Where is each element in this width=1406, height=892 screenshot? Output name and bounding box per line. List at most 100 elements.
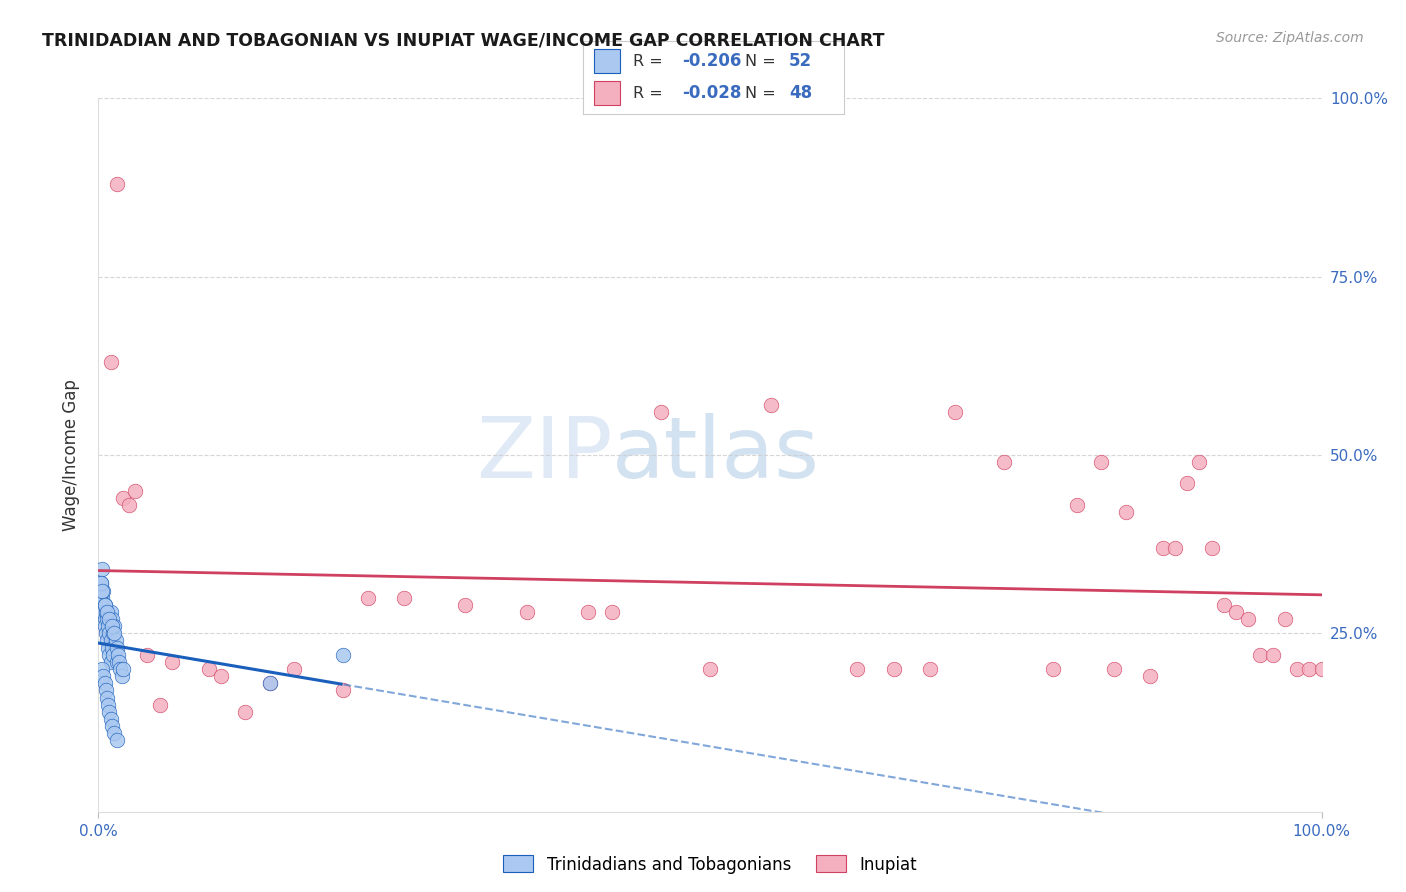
Point [111, 662, 134, 676]
Point [699, 662, 721, 676]
Text: N =: N = [745, 86, 780, 101]
Point [209, 669, 232, 683]
Point [356, 591, 378, 605]
Point [124, 483, 146, 498]
FancyBboxPatch shape [593, 49, 620, 73]
Y-axis label: Wage/Income Gap: Wage/Income Gap [62, 379, 80, 531]
Point [160, 655, 183, 669]
Text: ZIP: ZIP [475, 413, 612, 497]
Point [101, 640, 124, 655]
Point [91, 583, 114, 598]
Point [101, 648, 124, 662]
Point [1139, 669, 1161, 683]
Point [98, 648, 121, 662]
Point [93, 619, 115, 633]
Point [1298, 662, 1320, 676]
FancyBboxPatch shape [593, 81, 620, 105]
Point [110, 662, 132, 676]
Point [1115, 505, 1137, 519]
Point [93, 598, 115, 612]
Point [98, 626, 121, 640]
Point [105, 733, 128, 747]
Point [1042, 662, 1064, 676]
Point [96, 633, 118, 648]
Point [104, 633, 127, 648]
Point [105, 640, 128, 655]
Point [332, 648, 354, 662]
Point [1250, 648, 1272, 662]
Point [454, 598, 477, 612]
Point [100, 712, 122, 726]
Point [98, 612, 121, 626]
Text: -0.206: -0.206 [682, 52, 742, 70]
Point [97, 619, 120, 633]
Point [1066, 498, 1088, 512]
Point [103, 619, 125, 633]
Text: atlas: atlas [612, 413, 820, 497]
Point [197, 662, 219, 676]
Point [1152, 541, 1174, 555]
Point [101, 719, 124, 733]
Point [103, 626, 125, 640]
Point [111, 491, 134, 505]
Point [943, 405, 966, 419]
Point [1310, 662, 1333, 676]
Point [576, 605, 599, 619]
Point [91, 605, 114, 619]
Point [920, 662, 942, 676]
Text: 52: 52 [789, 52, 813, 70]
Point [1274, 612, 1296, 626]
Point [1261, 648, 1284, 662]
Point [118, 498, 141, 512]
Point [111, 669, 134, 683]
Point [332, 683, 354, 698]
Point [91, 562, 114, 576]
Point [93, 598, 115, 612]
Point [1188, 455, 1211, 469]
Point [103, 726, 125, 740]
Text: 48: 48 [789, 85, 813, 103]
Point [883, 662, 905, 676]
Point [650, 405, 672, 419]
Point [233, 705, 256, 719]
Point [94, 626, 117, 640]
Text: -0.028: -0.028 [682, 85, 742, 103]
Point [100, 605, 122, 619]
Point [93, 612, 115, 626]
Point [90, 576, 112, 591]
Point [93, 676, 115, 690]
Point [96, 605, 118, 619]
Point [105, 177, 128, 191]
Point [259, 676, 281, 690]
Point [90, 576, 112, 591]
Point [91, 662, 114, 676]
Legend: Trinidadians and Tobagonians, Inupiat: Trinidadians and Tobagonians, Inupiat [495, 847, 925, 882]
Point [1090, 455, 1112, 469]
Point [107, 648, 129, 662]
Point [91, 669, 114, 683]
Point [96, 612, 118, 626]
Point [1175, 476, 1198, 491]
Point [108, 655, 131, 669]
Point [101, 612, 124, 626]
Point [149, 698, 172, 712]
Point [100, 655, 122, 669]
Point [845, 662, 868, 676]
Point [993, 455, 1015, 469]
Point [98, 705, 121, 719]
Text: R =: R = [633, 54, 668, 69]
Point [1212, 598, 1234, 612]
Point [1201, 541, 1223, 555]
Point [94, 683, 117, 698]
Point [101, 626, 124, 640]
Point [136, 648, 159, 662]
Point [100, 633, 122, 648]
Point [1164, 541, 1187, 555]
Point [1286, 662, 1309, 676]
Point [100, 355, 122, 369]
Point [1225, 605, 1247, 619]
Point [105, 655, 128, 669]
Point [97, 640, 120, 655]
Text: N =: N = [745, 54, 780, 69]
Point [97, 698, 120, 712]
